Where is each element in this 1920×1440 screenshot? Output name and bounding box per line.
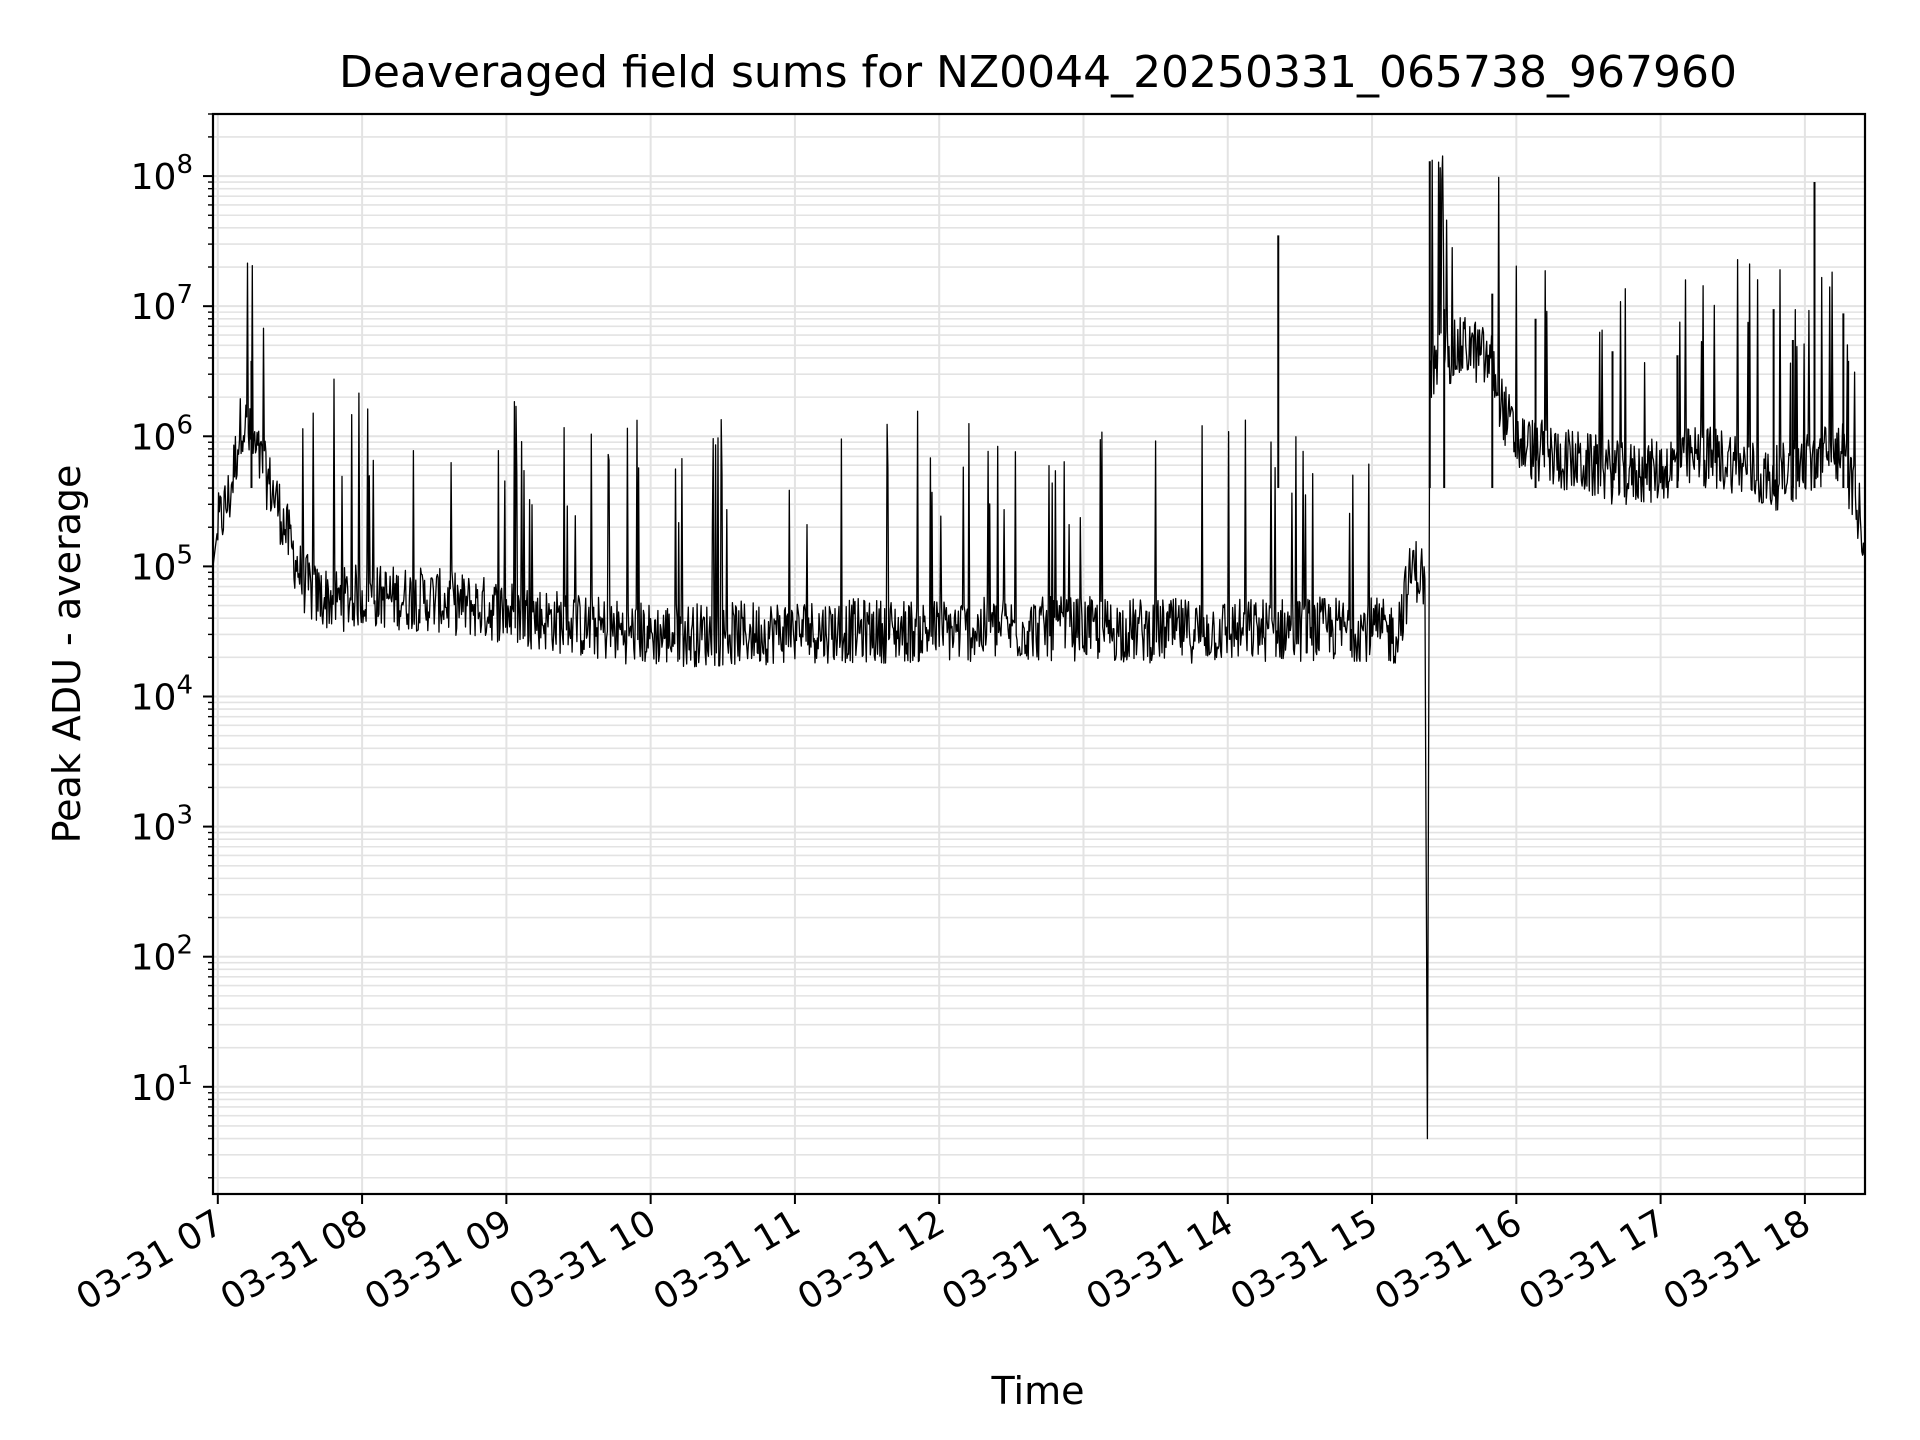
y-tick-label: 104 — [131, 670, 193, 718]
chart-title: Deaveraged field sums for NZ0044_2025033… — [339, 47, 1737, 98]
x-axis-label: Time — [991, 1369, 1085, 1413]
plot-area — [212, 155, 1866, 1140]
y-tick-exponent: 6 — [176, 410, 193, 440]
y-tick-label: 106 — [131, 410, 193, 458]
grid — [213, 113, 1865, 1194]
y-axis-label: Peak ADU - average — [45, 465, 89, 844]
y-tick-label: 103 — [131, 801, 193, 849]
y-tick-exponent: 7 — [176, 280, 193, 310]
y-tick-exponent: 5 — [176, 540, 193, 570]
y-tick-label: 105 — [131, 540, 193, 588]
y-tick-exponent: 1 — [176, 1061, 193, 1091]
series-line — [212, 155, 1866, 1140]
y-axis: 101 102 103 104 105 106 107 108 — [131, 113, 213, 1179]
y-tick-exponent: 4 — [176, 670, 193, 700]
y-tick-label: 107 — [131, 280, 193, 328]
y-tick-exponent: 2 — [176, 931, 193, 961]
y-tick-label: 108 — [131, 150, 193, 198]
y-tick-exponent: 3 — [176, 801, 193, 831]
y-tick-label: 101 — [131, 1061, 193, 1109]
plot-frame — [211, 112, 1867, 1196]
y-tick-exponent: 8 — [176, 150, 193, 180]
y-tick-label: 102 — [131, 931, 193, 979]
